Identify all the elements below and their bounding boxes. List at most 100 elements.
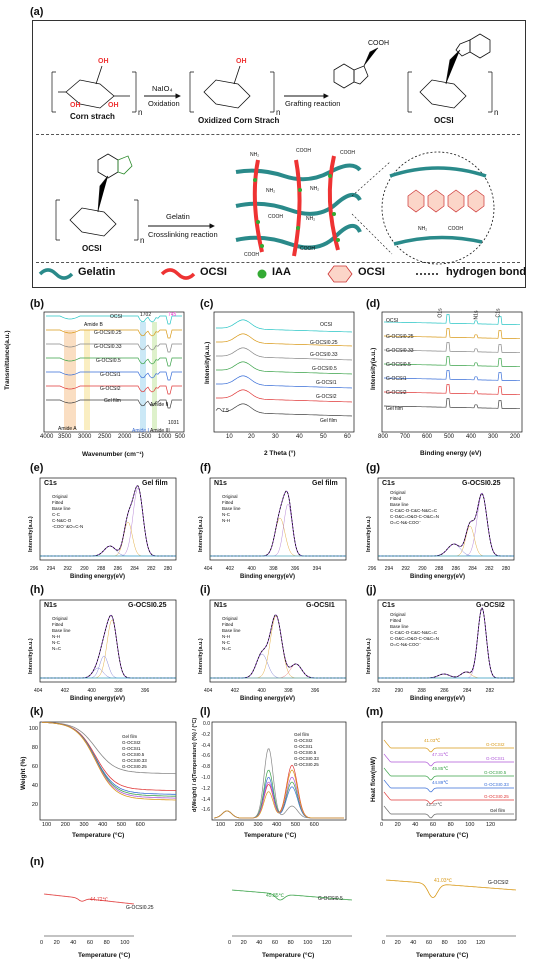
- c-series-line: [216, 361, 353, 375]
- n1-xticks: 0 20 40 60 80 100: [40, 940, 130, 946]
- naio4-label: NaIO₄: [152, 84, 173, 93]
- d-xtick-5: 300: [488, 434, 499, 440]
- b-xtick-5: 1500: [138, 434, 152, 440]
- oh-label-4: OH: [236, 58, 247, 65]
- scheme-svg: [38, 33, 495, 283]
- nh2-2: NH₂: [266, 188, 276, 194]
- c-s4: G-OCSI1: [316, 380, 337, 386]
- b-1702: 1702: [140, 312, 152, 318]
- gelatin-reagent-label: Gelatin: [166, 212, 190, 221]
- h-sample: G-OCSI0.25: [128, 602, 167, 609]
- oxidation-label: Oxidation: [148, 99, 180, 108]
- f-xticks: 404 402 400 398 396 394: [204, 566, 322, 572]
- l-xlabel: Temperature (°C): [244, 832, 297, 839]
- n1-xlabel: Temperature (°C): [78, 952, 131, 959]
- e-xlabel: Binding energy(eV): [70, 574, 126, 580]
- c-series-line: [216, 389, 353, 403]
- c-series-line: [216, 319, 353, 333]
- k-series-line: [41, 721, 177, 775]
- grafting-label: Grafting reaction: [285, 99, 341, 108]
- n2-label: G-OCSI0.5: [318, 896, 343, 902]
- n3-xlabel: Temperature (°C): [416, 952, 469, 959]
- d-s4: G-OCSI1: [386, 376, 407, 382]
- b-s3: G-OCSI0.5: [96, 358, 121, 364]
- j-sample: G-OCSI2: [476, 602, 505, 609]
- cooh-label-top: COOH: [368, 40, 389, 47]
- n2-xticks: 0 20 40 60 80 100 120: [228, 940, 332, 946]
- i-sample: G-OCSI1: [306, 602, 335, 609]
- b-xtick-2: 3000: [78, 434, 92, 440]
- crosslink-network: [235, 155, 362, 257]
- l-xticks: 100 200 300 400 500 600: [216, 822, 319, 828]
- b-amidea: Amide A: [58, 426, 77, 432]
- d-series-line: [384, 341, 520, 354]
- b-xtick-7: 500: [175, 434, 186, 440]
- oxidized-structure: [189, 65, 275, 113]
- b-amide1: Amide I: [132, 428, 149, 434]
- crosslink-label: Crosslinking reaction: [148, 230, 218, 239]
- c-series-line: [216, 347, 353, 361]
- d-s1: G-OCSI0.25: [386, 334, 414, 340]
- h-core: N1s: [44, 602, 57, 609]
- m-label-5: Gel film: [490, 808, 506, 813]
- b-s0: OCSI: [110, 314, 123, 320]
- c-series-line: [216, 333, 353, 347]
- ocsi-structure-top: [407, 33, 493, 113]
- panel-m-label: (m): [366, 706, 384, 718]
- c-xlabel: 2 Theta (°): [264, 450, 296, 457]
- b-series-line: [46, 357, 182, 367]
- b-xtick-0: 4000: [40, 434, 54, 440]
- divider-2: [36, 262, 520, 263]
- panel-i-label: (i): [200, 584, 211, 596]
- g-core: C1s: [382, 480, 395, 487]
- h-xticks: 404 402 400 398 396: [34, 688, 150, 694]
- nh2-zoom: NH₂: [418, 226, 428, 232]
- d-xtick-3: 500: [444, 434, 455, 440]
- nh2-3: NH₂: [310, 186, 320, 192]
- nh2-4: NH₂: [306, 216, 316, 222]
- d-series-line: [384, 369, 520, 382]
- g-xticks: 296 294 292 290 288 286 284 282 280: [368, 566, 511, 572]
- cooh-4: COOH: [244, 252, 259, 258]
- nh2-1: NH₂: [250, 152, 260, 158]
- c-s2: G-OCSI0.33: [310, 352, 338, 358]
- c-s0: OCSI: [320, 322, 333, 328]
- oh-label-1: OH: [98, 58, 109, 65]
- f-core: N1s: [214, 480, 227, 487]
- b-1031: 1031: [168, 420, 180, 426]
- m-xticks: 0 20 40 60 80 100 120: [380, 822, 496, 828]
- f-sample: Gel film: [312, 480, 338, 487]
- b-series-line: [46, 329, 182, 339]
- k-series-line: [41, 721, 176, 801]
- k-series-line: [41, 721, 176, 799]
- e-xticks: 296 294 292 290 288 286 284 282 280: [30, 566, 173, 572]
- j-xlabel: Binding energy(eV): [410, 696, 466, 702]
- d-s3: G-OCSI0.5: [386, 362, 411, 368]
- m-temp-0: 41.03℃: [424, 738, 441, 743]
- e-legend: Original Fitted Base line C-C C-N&C-O -COO⁻&O…: [52, 494, 84, 529]
- panel-j-label: (j): [366, 584, 377, 596]
- legend-gelatin: Gelatin: [78, 266, 116, 278]
- m-temp-1: 47.31℃: [432, 752, 449, 757]
- d-series-line: [384, 397, 520, 410]
- b-series-line: [46, 385, 182, 395]
- j-xticks: 292 290 288 286 284 282: [372, 688, 495, 694]
- n2-curve: [231, 889, 353, 901]
- panel-l-label: (l): [200, 706, 211, 718]
- d-series-line: [384, 327, 520, 340]
- d-xtick-6: 200: [510, 434, 521, 440]
- i-xticks: 404 402 400 398 396: [204, 688, 320, 694]
- k-xticks: 100 200 300 400 500 600: [42, 822, 145, 828]
- g-legend: Original Fitted Base line C-C&C-O-C&C-N&C=C…: [390, 490, 440, 525]
- e-sample: Gel film: [142, 480, 168, 487]
- iaa-structure: [333, 47, 379, 89]
- panel-f-label: (f): [200, 462, 211, 474]
- b-s4: G-OCSI1: [100, 372, 121, 378]
- panel-a-label: (a): [30, 6, 44, 18]
- b-amideb: Amide B: [84, 322, 103, 328]
- oh-label-2: OH: [70, 102, 81, 109]
- panel-g-label: (g): [366, 462, 381, 474]
- d-xtick-0: 800: [378, 434, 389, 440]
